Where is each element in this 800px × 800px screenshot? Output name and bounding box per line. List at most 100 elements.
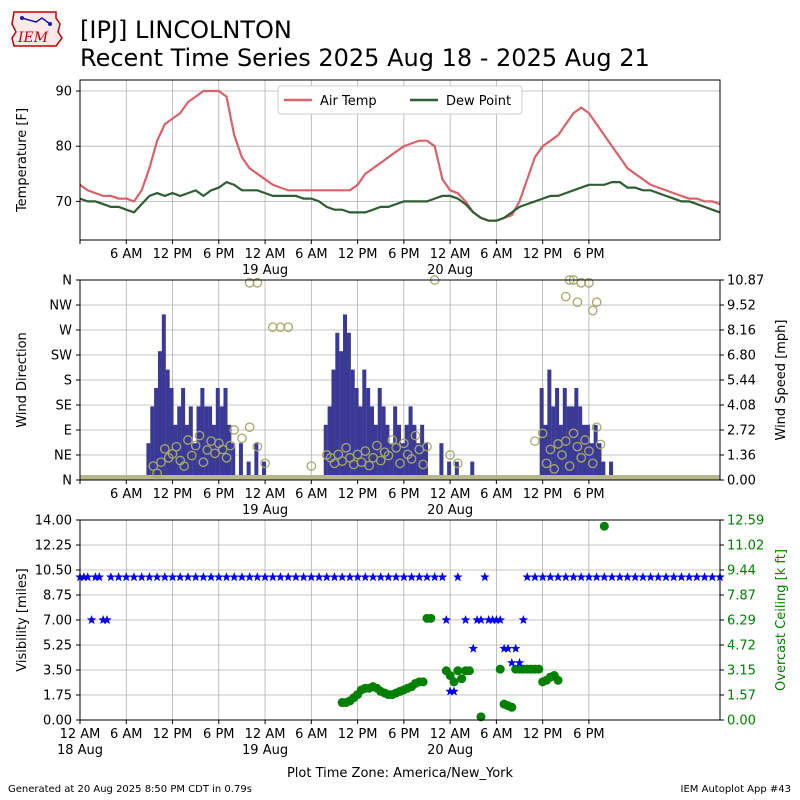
visibility-point bbox=[283, 572, 293, 582]
x-tick-label: 12 PM bbox=[523, 247, 563, 262]
visibility-point bbox=[699, 572, 710, 582]
dew-point-line bbox=[79, 180, 721, 222]
legend-label-dew-point: Dew Point bbox=[446, 94, 511, 109]
x-tick-label: 6 AM bbox=[295, 727, 328, 742]
visibility-point bbox=[275, 572, 286, 582]
wind-direction-marker bbox=[237, 433, 247, 444]
visibility-point bbox=[495, 615, 505, 624]
x-tick-date: 18 Aug bbox=[57, 743, 103, 758]
wind-speed-bar bbox=[346, 332, 351, 480]
wind-direction-marker bbox=[591, 297, 602, 308]
y-axis-label: Temperature [F] bbox=[15, 108, 30, 213]
visibility-point bbox=[645, 572, 656, 582]
wind-speed-bar bbox=[566, 406, 571, 480]
wind-direction-marker bbox=[560, 436, 571, 446]
wind-direction-marker bbox=[418, 459, 428, 470]
wind-speed-bar bbox=[200, 388, 205, 480]
y-tick-label: SW bbox=[51, 349, 72, 364]
visibility-point bbox=[591, 572, 602, 582]
ceiling-point bbox=[418, 677, 428, 687]
visibility-point bbox=[152, 572, 162, 582]
y-tick-label: NE bbox=[54, 449, 72, 464]
station-title: [IPJ] LINCOLNTON bbox=[80, 16, 292, 44]
x-tick-label: 6 AM bbox=[480, 487, 513, 502]
visibility-point bbox=[229, 572, 239, 582]
ceiling-point bbox=[495, 664, 505, 674]
visibility-point bbox=[576, 572, 586, 582]
wind-direction-marker bbox=[229, 425, 240, 435]
y-tick-label: 70 bbox=[55, 195, 72, 210]
wind-speed-bar bbox=[204, 406, 209, 480]
visibility-point bbox=[106, 572, 116, 582]
visibility-point bbox=[669, 572, 679, 582]
ceiling-point bbox=[457, 674, 467, 684]
wind-speed-bar bbox=[551, 406, 556, 480]
visibility-point bbox=[599, 572, 610, 582]
wind-direction-marker bbox=[595, 439, 606, 450]
visibility-point bbox=[476, 615, 486, 624]
ceiling-point bbox=[476, 712, 486, 722]
wind-direction-marker bbox=[572, 441, 583, 452]
ceiling-point bbox=[464, 666, 474, 676]
x-tick-label: 12 PM bbox=[338, 487, 378, 502]
visibility-point bbox=[221, 572, 232, 582]
wind-speed-bar bbox=[161, 314, 166, 480]
x-tick-label: 6 PM bbox=[203, 487, 234, 502]
visibility-point bbox=[252, 572, 263, 582]
visibility-point bbox=[214, 572, 224, 582]
visibility-point bbox=[445, 686, 455, 696]
wind-speed-bar bbox=[366, 388, 371, 480]
wind-direction-marker bbox=[383, 450, 394, 461]
y-axis-label: Wind Direction bbox=[15, 332, 30, 428]
visibility-point bbox=[136, 572, 147, 582]
wind-speed-bar bbox=[389, 443, 394, 480]
wind-direction-marker bbox=[260, 458, 270, 469]
wind-speed-bar bbox=[165, 369, 170, 480]
y-tick-label: 10.50 bbox=[35, 564, 72, 579]
plot-frame bbox=[79, 519, 721, 721]
wind-speed-bar bbox=[184, 424, 189, 480]
visibility-point bbox=[244, 572, 255, 582]
visibility-point bbox=[487, 615, 498, 624]
y2-tick-label: 2.72 bbox=[727, 424, 756, 439]
wind-direction-marker bbox=[560, 291, 571, 302]
wind-direction-marker bbox=[360, 446, 371, 456]
visibility-point bbox=[480, 572, 490, 582]
x-tick-date: 19 Aug bbox=[242, 263, 288, 278]
wind-speed-bar bbox=[335, 332, 340, 480]
y-tick-label: 3.50 bbox=[43, 664, 72, 679]
visibility-point bbox=[437, 572, 448, 582]
wind-speed-bar bbox=[593, 424, 598, 480]
visibility-point bbox=[449, 686, 459, 696]
wind-speed-bar bbox=[447, 461, 452, 480]
visibility-point bbox=[422, 572, 432, 582]
y-tick-label: N bbox=[62, 474, 72, 489]
visibility-point bbox=[129, 572, 139, 582]
y2-axis-label: Wind Speed [mph] bbox=[774, 320, 789, 441]
wind-direction-marker bbox=[576, 452, 587, 463]
generated-timestamp: Generated at 20 Aug 2025 8:50 PM CDT in … bbox=[8, 784, 252, 795]
wind-speed-bar bbox=[377, 388, 382, 480]
wind-direction-marker bbox=[267, 322, 278, 333]
wind-speed-bar bbox=[354, 388, 359, 480]
wind-speed-bar bbox=[589, 443, 594, 480]
y2-tick-label: 1.36 bbox=[727, 449, 756, 464]
wind-direction-marker bbox=[541, 458, 552, 469]
visibility-point bbox=[429, 572, 440, 582]
x-axis-label: Plot Time Zone: America/New_York bbox=[287, 766, 514, 781]
visibility-point bbox=[79, 572, 89, 582]
visibility-point bbox=[337, 572, 347, 582]
wind-speed-bar bbox=[331, 369, 336, 480]
wind-speed-bar bbox=[150, 406, 155, 480]
wind-direction-marker bbox=[410, 430, 421, 441]
visibility-point bbox=[622, 572, 633, 582]
y2-tick-label: 8.16 bbox=[727, 324, 756, 339]
x-tick-label: 6 PM bbox=[203, 727, 234, 742]
wind-speed-bar bbox=[262, 461, 267, 480]
wind-speed-bar bbox=[582, 424, 587, 480]
visibility-point bbox=[630, 572, 640, 582]
y-tick-label: 8.75 bbox=[43, 589, 72, 604]
visibility-point bbox=[638, 572, 648, 582]
visibility-point bbox=[692, 572, 702, 582]
wind-speed-bar bbox=[192, 443, 197, 480]
